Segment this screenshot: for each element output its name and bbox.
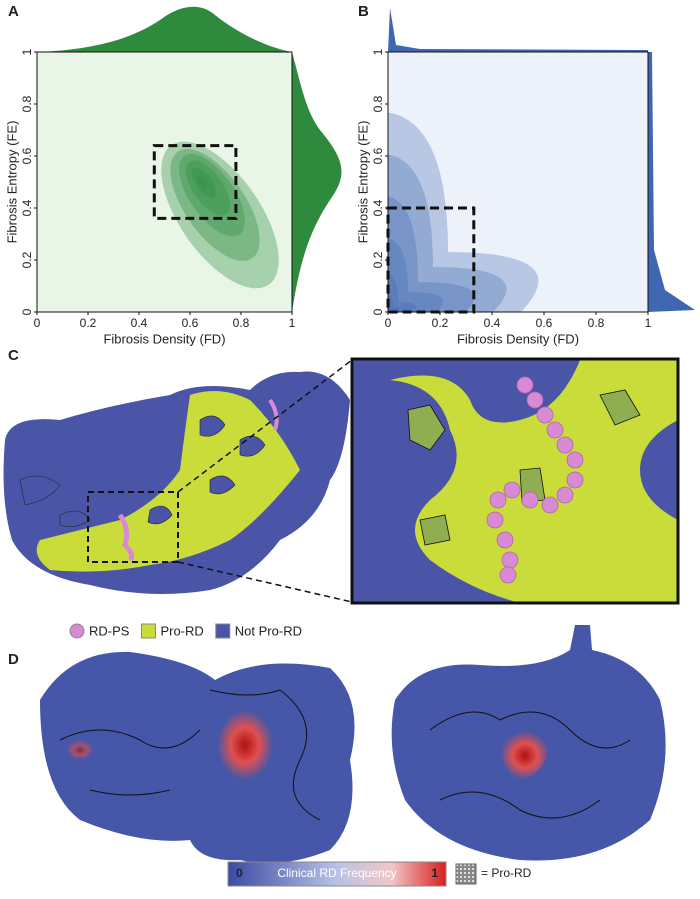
x-tick-label: 0.2 bbox=[80, 316, 97, 330]
x-tick-label: 0.6 bbox=[536, 316, 553, 330]
density-contour bbox=[388, 112, 539, 312]
y-tick-label: 0.4 bbox=[20, 199, 34, 216]
x-tick-label: 1 bbox=[645, 316, 652, 330]
marginal-density bbox=[388, 8, 648, 52]
legend-swatch bbox=[215, 623, 231, 639]
legend-label: Not Pro-RD bbox=[235, 623, 302, 638]
pro-rd-key: = Pro-RD bbox=[481, 866, 532, 880]
colorbar: 0 Clinical RD Frequency 1 = Pro-RD bbox=[227, 861, 532, 887]
plot-area bbox=[37, 52, 292, 312]
density-contour bbox=[388, 238, 444, 312]
x-tick-label: 0.4 bbox=[484, 316, 501, 330]
y-tick-label: 0.4 bbox=[371, 199, 385, 216]
x-axis-label: Fibrosis Density (FD) bbox=[457, 331, 579, 346]
legend-label: RD-PS bbox=[89, 623, 130, 638]
legend-swatch bbox=[69, 623, 85, 639]
panel-label: C bbox=[8, 347, 19, 364]
colorbar-min: 0 bbox=[236, 866, 243, 880]
x-tick-label: 0.8 bbox=[233, 316, 250, 330]
marginal-density bbox=[37, 6, 292, 52]
density-contour bbox=[388, 295, 401, 312]
density-contour bbox=[161, 141, 279, 289]
density-contour bbox=[170, 149, 260, 261]
marginal-density bbox=[292, 52, 342, 312]
y-tick-label: 0.6 bbox=[371, 147, 385, 164]
density-contour bbox=[388, 154, 507, 312]
marginal-density bbox=[648, 52, 695, 312]
x-tick-label: 0.2 bbox=[432, 316, 449, 330]
y-tick-label: 0.6 bbox=[20, 147, 34, 164]
x-tick-label: 1 bbox=[289, 316, 296, 330]
x-tick-label: 0 bbox=[385, 316, 392, 330]
legend-swatch bbox=[140, 623, 156, 639]
y-axis-label: Fibrosis Entropy (FE) bbox=[4, 121, 19, 244]
legend-label: Pro-RD bbox=[160, 623, 203, 638]
colorbar-max: 1 bbox=[431, 866, 438, 880]
density-contour bbox=[185, 160, 231, 216]
x-tick-label: 0.4 bbox=[131, 316, 148, 330]
density-contour bbox=[388, 274, 417, 312]
density-contour bbox=[191, 167, 217, 199]
x-axis-label: Fibrosis Density (FD) bbox=[103, 331, 225, 346]
panel-label: A bbox=[8, 3, 19, 20]
panel-label: B bbox=[358, 3, 369, 20]
y-tick-label: 0.2 bbox=[371, 251, 385, 268]
plot-frame bbox=[387, 51, 649, 313]
y-tick-label: 0 bbox=[371, 308, 385, 315]
y-tick-label: 1 bbox=[371, 48, 385, 55]
colorbar-title: Clinical RD Frequency bbox=[277, 866, 396, 880]
density-contour bbox=[388, 196, 475, 312]
x-tick-label: 0.6 bbox=[182, 316, 199, 330]
atrium-models bbox=[40, 625, 666, 864]
density-contour bbox=[179, 153, 245, 237]
y-tick-label: 0 bbox=[20, 308, 34, 315]
y-axis-label: Fibrosis Entropy (FE) bbox=[355, 121, 370, 244]
y-tick-label: 0.2 bbox=[20, 251, 34, 268]
highlight-box bbox=[386, 206, 476, 314]
y-tick-label: 0.8 bbox=[20, 95, 34, 112]
density-contour bbox=[196, 175, 208, 189]
y-tick-label: 0.8 bbox=[371, 95, 385, 112]
zoom-panel bbox=[352, 359, 678, 603]
highlight-box bbox=[152, 144, 238, 220]
legend: RD-PS Pro-RD Not Pro-RD bbox=[69, 623, 302, 639]
x-tick-label: 0 bbox=[34, 316, 41, 330]
zoom-frame bbox=[350, 357, 680, 605]
plot-area bbox=[388, 52, 648, 312]
x-tick-label: 0.8 bbox=[588, 316, 605, 330]
y-tick-label: 1 bbox=[20, 48, 34, 55]
plot-frame bbox=[36, 51, 293, 313]
panel-label: D bbox=[8, 651, 19, 668]
atrium-model bbox=[3, 359, 353, 603]
